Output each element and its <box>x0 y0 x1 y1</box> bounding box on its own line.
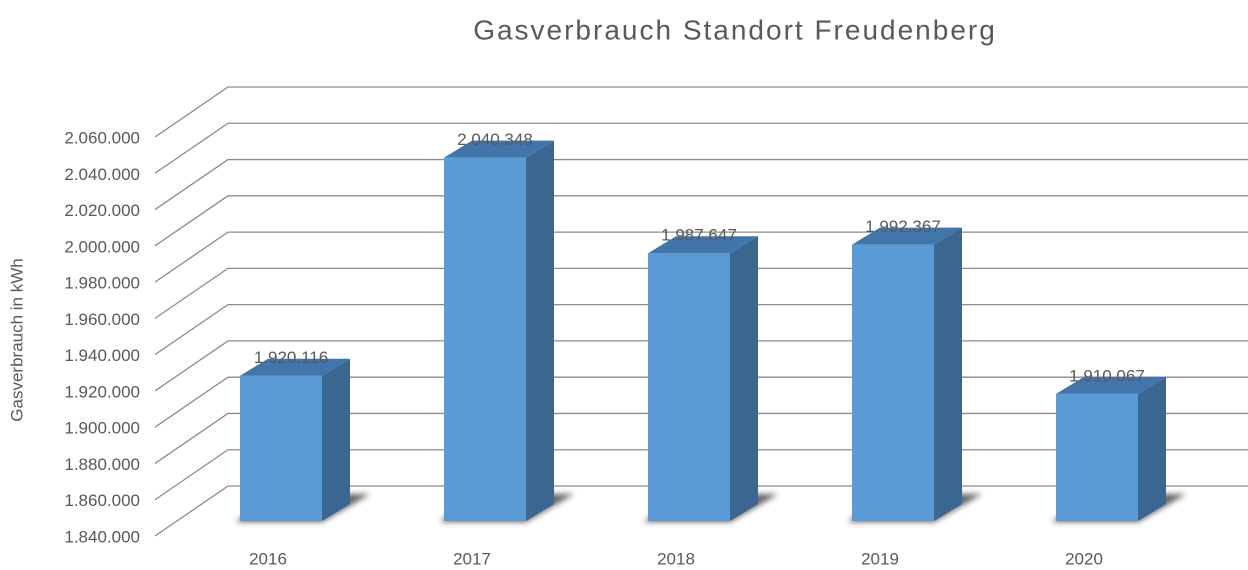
bar-side <box>730 236 758 521</box>
y-tick-label: 1.940.000 <box>64 346 140 365</box>
x-tick-label: 2018 <box>657 549 695 568</box>
bar-top <box>1056 376 1166 394</box>
grid-line <box>154 158 1248 211</box>
bar-side <box>526 140 554 521</box>
bar-top <box>240 358 350 376</box>
bar <box>852 244 934 521</box>
bar-top <box>648 236 758 254</box>
bar-top <box>852 227 962 245</box>
bar-side <box>1138 376 1166 521</box>
y-tick-label: 2.020.000 <box>64 201 140 220</box>
bar <box>648 253 730 521</box>
bar <box>1056 393 1138 521</box>
y-tick-label: 1.960.000 <box>64 310 140 329</box>
data-label: 1.920.116 <box>254 348 328 367</box>
data-label: 1.992.367 <box>865 217 941 236</box>
grid-line <box>154 122 1248 174</box>
y-tick-label: 1.920.000 <box>64 382 140 401</box>
grid-line <box>154 86 1248 138</box>
x-tick-label: 2019 <box>861 549 899 568</box>
y-tick-label: 2.040.000 <box>64 165 140 184</box>
bar-side <box>322 358 350 521</box>
x-tick-label: 2020 <box>1065 549 1103 568</box>
y-tick-label: 1.860.000 <box>64 491 140 510</box>
y-axis-label: Gasverbrauch in kWh <box>7 258 26 421</box>
data-label: 1.910.067 <box>1069 366 1145 385</box>
y-tick-label: 2.000.000 <box>64 237 140 256</box>
y-tick-label: 1.900.000 <box>64 419 140 438</box>
bar-top <box>444 140 554 158</box>
grid-line <box>154 195 1248 247</box>
data-label: 2.040.348 <box>457 130 533 149</box>
x-tick-label: 2017 <box>453 549 491 568</box>
bar <box>444 157 526 521</box>
y-tick-label: 1.880.000 <box>64 455 140 474</box>
y-tick-label: 1.840.000 <box>64 527 140 546</box>
bar-side <box>934 227 962 521</box>
bar <box>240 375 322 521</box>
data-label: 1.987.647 <box>661 226 737 245</box>
y-tick-label: 1.980.000 <box>64 274 140 293</box>
x-tick-label: 2016 <box>249 549 287 568</box>
y-tick-label: 2.060.000 <box>64 128 140 147</box>
chart-title: Gasverbrauch Standort Freudenberg <box>473 14 997 45</box>
